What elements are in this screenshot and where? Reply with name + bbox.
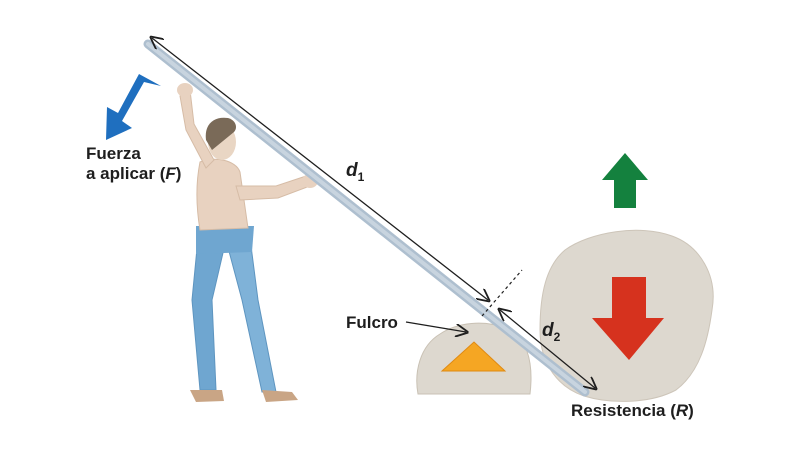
fulcrum-label: Fulcro: [346, 313, 398, 332]
arrow-down-left-icon: [106, 74, 161, 140]
arrow-down-icon: [592, 277, 664, 360]
fulcrum-triangle: [440, 341, 507, 372]
d2-measure-line: [500, 310, 595, 388]
force-label-line1: Fuerza: [86, 144, 141, 163]
resistance-label: Resistencia (R): [571, 401, 694, 420]
d1-measure-line: [152, 38, 488, 300]
fulcrum-divider: [481, 269, 523, 317]
force-label-line2: a aplicar (F): [86, 164, 182, 183]
arrow-up-icon: [602, 153, 648, 208]
fulcrum-pointer: [405, 321, 466, 332]
d1-label: d1: [346, 160, 365, 184]
person-figure: [177, 83, 318, 402]
force-label: Fuerza a aplicar (F): [86, 144, 181, 184]
d2-label: d2: [542, 320, 561, 344]
